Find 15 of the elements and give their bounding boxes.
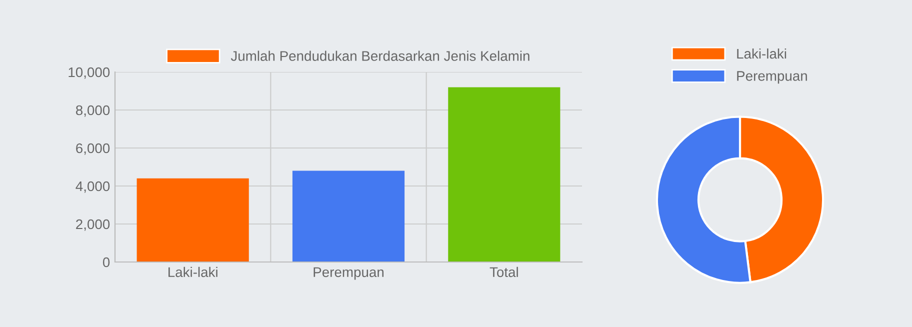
x-tick-label: Total — [490, 266, 518, 278]
y-tick-label: 2,000 — [76, 219, 110, 231]
y-tick-label: 10,000 — [68, 67, 110, 79]
x-tick-label: Laki-laki — [168, 266, 218, 278]
bar — [292, 170, 405, 262]
y-tick-label: 8,000 — [76, 105, 110, 117]
y-tick-label: 0 — [102, 257, 110, 268]
y-tick-label: 4,000 — [76, 181, 110, 193]
legend-label: Laki-laki — [737, 48, 786, 59]
x-tick-label: Perempuan — [314, 267, 384, 280]
bar — [448, 87, 560, 262]
y-tick-label: 6,000 — [76, 143, 110, 155]
legend-label: Jumlah Pendudukan Berdasarkan Jenis Kelamin — [230, 50, 530, 61]
legend-label: Perempuan — [737, 71, 807, 84]
bar — [136, 178, 249, 262]
